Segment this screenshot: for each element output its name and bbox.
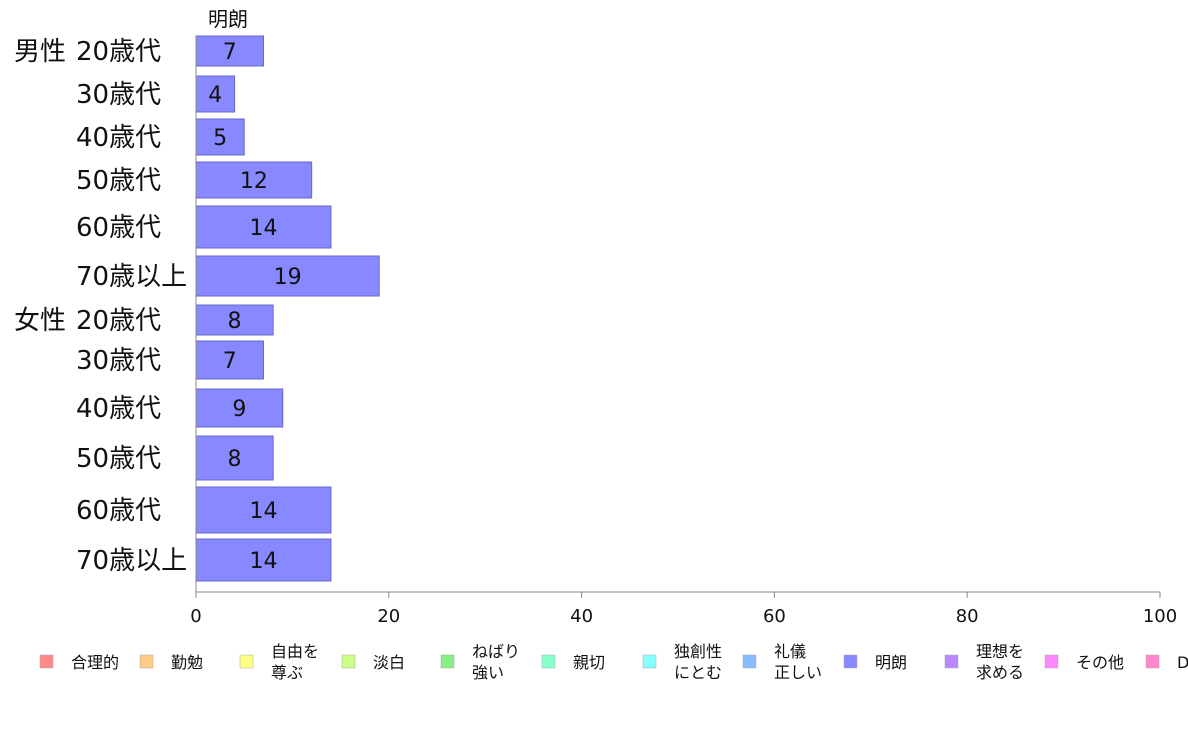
category-label: 30歳代 (76, 80, 161, 110)
bar (195, 118, 245, 156)
category-label: 60歳代 (76, 213, 161, 243)
x-axis: 0 20 40 60 80 100 (190, 36, 1177, 627)
group-label: 男性 (14, 37, 66, 67)
legend-swatch (139, 654, 154, 669)
x-tick-label: 40 (570, 606, 593, 627)
legend-label: 淡白 (373, 653, 405, 672)
bar (195, 161, 313, 199)
legend-swatch (440, 654, 455, 669)
category-label: 60歳代 (76, 496, 161, 526)
legend-label: 親切 (573, 653, 605, 672)
bar (195, 304, 274, 336)
bar-value-label: 8 (228, 309, 242, 334)
legend-label: 独創性 (674, 642, 722, 661)
legend-swatch (642, 654, 657, 669)
bar (195, 205, 332, 249)
bar-value-label: 8 (228, 447, 242, 472)
bar-value-label: 7 (223, 349, 237, 374)
legend-swatch (1145, 654, 1160, 669)
category-label: 20歳代 (76, 37, 161, 67)
bar (195, 486, 332, 534)
legend-label: 勤勉 (171, 653, 203, 672)
bar (195, 538, 332, 582)
legend-label: 理想を (976, 642, 1024, 661)
category-label: 50歳代 (76, 166, 161, 196)
category-label: 40歳代 (76, 394, 161, 424)
legend-label: 合理的 (71, 653, 119, 672)
x-tick-label: 100 (1143, 606, 1177, 627)
legend-label: 明朗 (875, 653, 907, 672)
legend-label: 強い (472, 663, 504, 682)
legend-label: 正しい (774, 663, 822, 682)
legend-swatch (341, 654, 356, 669)
legend-swatch (239, 654, 254, 669)
legend-label: 礼儀 (774, 642, 806, 661)
x-tick-label: 20 (377, 606, 400, 627)
legend-swatch (843, 654, 858, 669)
category-label: 40歳代 (76, 123, 161, 153)
legend-label: 求める (976, 663, 1024, 682)
bar (195, 75, 236, 113)
x-tick-label: 0 (190, 606, 201, 627)
bar (195, 435, 274, 481)
bar-value-label: 4 (208, 83, 222, 108)
legend-label: D (1177, 653, 1188, 672)
x-tick-label: 60 (763, 606, 786, 627)
legend-swatch (742, 654, 757, 669)
bar-value-label: 5 (213, 126, 227, 151)
category-label: 30歳代 (76, 346, 161, 376)
bar-value-label: 14 (249, 216, 277, 241)
legend-swatch (39, 654, 54, 669)
series-header: 明朗 (208, 7, 248, 31)
legend-label: 尊ぶ (271, 663, 303, 682)
legend-swatch (944, 654, 959, 669)
x-tick-label: 80 (956, 606, 979, 627)
bar-value-label: 9 (232, 397, 246, 422)
bar-value-label: 14 (249, 549, 277, 574)
legend-label: にとむ (674, 663, 722, 682)
legend-swatch (1044, 654, 1059, 669)
legend-label: 自由を (271, 642, 319, 661)
bar-value-label: 14 (249, 499, 277, 524)
bar-value-label: 7 (223, 40, 237, 65)
category-label: 20歳代 (76, 306, 161, 336)
legend-label: ねばり (472, 642, 520, 661)
category-label: 70歳以上 (76, 546, 187, 576)
bar-value-label: 19 (274, 265, 302, 290)
category-label: 50歳代 (76, 444, 161, 474)
bar-value-label: 12 (240, 169, 268, 194)
category-labels: 20歳代男性30歳代40歳代50歳代60歳代70歳以上20歳代女性30歳代40歳… (14, 37, 187, 576)
group-label: 女性 (14, 306, 66, 336)
legend-swatch (541, 654, 556, 669)
category-label: 70歳以上 (76, 262, 187, 292)
legend-label: その他 (1076, 653, 1124, 672)
